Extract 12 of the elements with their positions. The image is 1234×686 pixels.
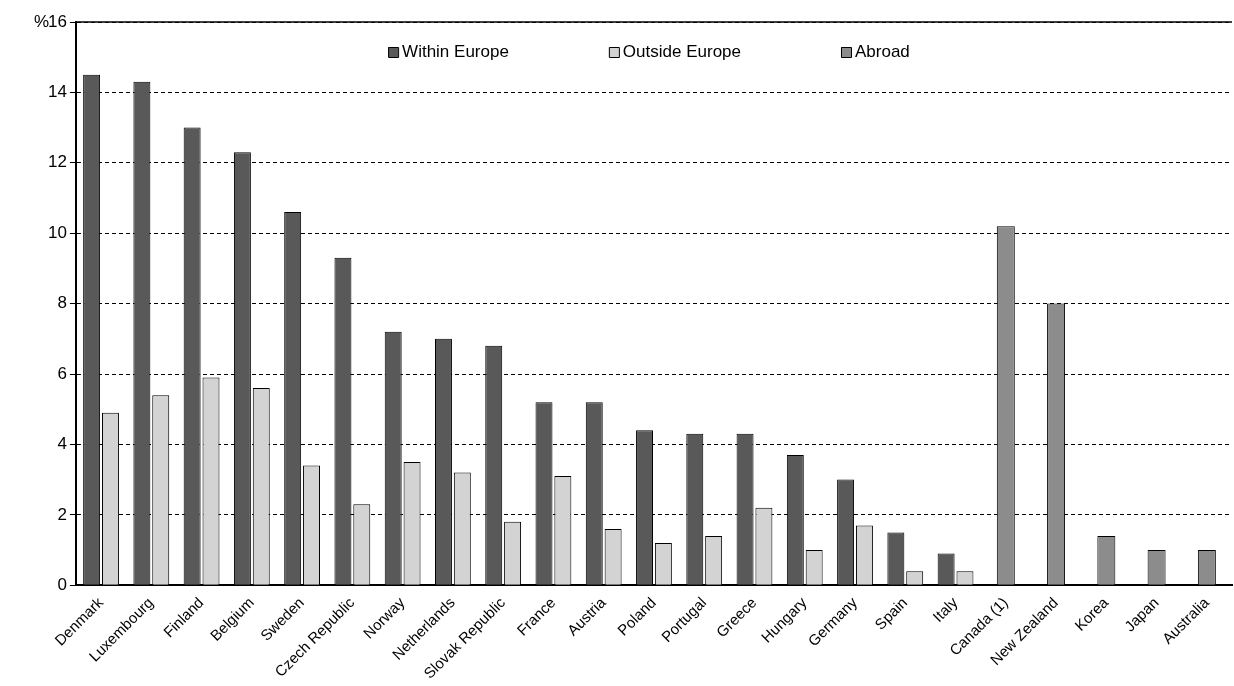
y-tick-label: 8: [57, 293, 67, 313]
legend-label: Abroad: [855, 41, 910, 61]
legend-label: Within Europe: [402, 41, 509, 61]
y-tick-label: 12: [47, 152, 67, 172]
legend-label: Outside Europe: [622, 41, 742, 61]
y-tick-label: 6: [57, 363, 67, 383]
y-tick-label: 0: [57, 574, 67, 594]
y-tick-label: 4: [57, 434, 67, 454]
y-tick-label: 2: [57, 504, 67, 524]
y-tick-label: 14: [47, 82, 67, 102]
y-tick-label: 10: [47, 222, 67, 242]
y-axis-title: %: [33, 11, 49, 31]
